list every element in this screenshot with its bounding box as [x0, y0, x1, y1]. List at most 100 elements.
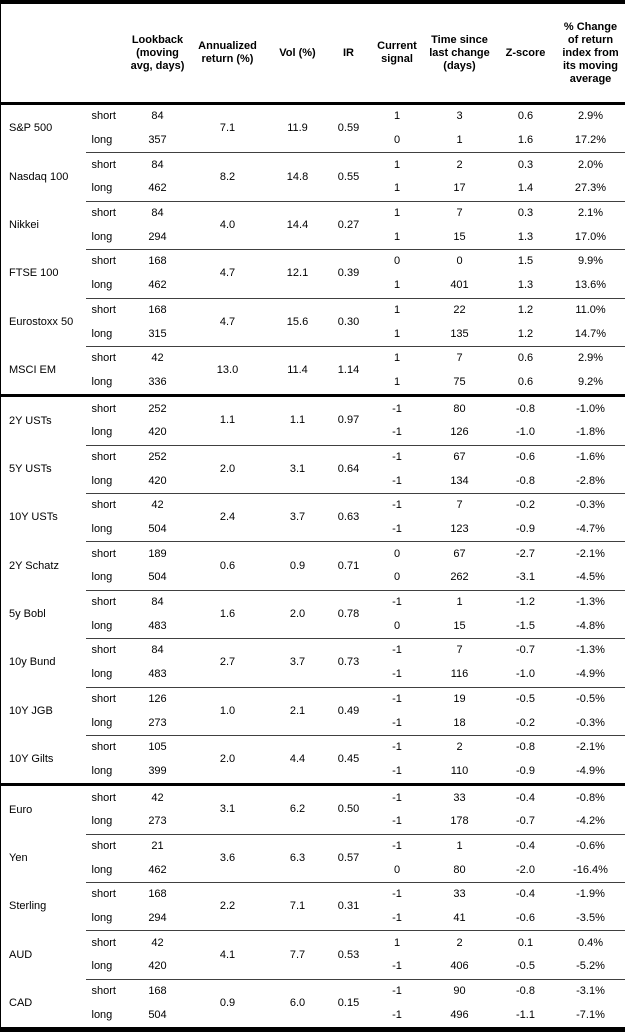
time-since-long-value: 126 [425, 421, 495, 445]
signal-short-value: 1 [370, 201, 425, 225]
lookback-long-value: 399 [128, 760, 188, 785]
time-since-long-value: 123 [425, 518, 495, 542]
leg-label-short: short [86, 687, 128, 711]
signal-long-value: -1 [370, 1003, 425, 1029]
ir-value: 0.27 [328, 201, 370, 249]
signal-long-value: 1 [370, 274, 425, 298]
signal-short-value: 1 [370, 153, 425, 177]
asset-name: Nikkei [1, 201, 86, 249]
asset-name: 2Y USTs [1, 396, 86, 445]
annualized-return-value: 3.1 [188, 785, 268, 834]
time-since-short-value: 2 [425, 931, 495, 955]
lookback-short-value: 42 [128, 785, 188, 810]
time-since-short-value: 7 [425, 639, 495, 663]
lookback-short-value: 84 [128, 590, 188, 614]
time-since-short-value: 2 [425, 153, 495, 177]
signal-short-value: -1 [370, 445, 425, 469]
pct-change-short-value: -0.3% [557, 494, 625, 518]
header-annualized-return: Annualized return (%) [188, 2, 268, 104]
pct-change-long-value: -2.8% [557, 469, 625, 493]
zscore-short-value: 0.6 [495, 346, 557, 370]
annualized-return-value: 2.0 [188, 445, 268, 493]
header-pct-change: % Change of return index from its moving… [557, 2, 625, 104]
signal-short-value: -1 [370, 883, 425, 907]
pct-change-long-value: -4.8% [557, 614, 625, 638]
pct-change-long-value: 9.2% [557, 371, 625, 396]
vol-value: 11.4 [268, 346, 328, 395]
pct-change-short-value: 9.9% [557, 250, 625, 274]
pct-change-short-value: -1.3% [557, 639, 625, 663]
asset-name: 2Y Schatz [1, 542, 86, 590]
table-row-short: 2Y USTs short 252 1.1 1.1 0.97 -1 80 -0.… [1, 396, 625, 421]
time-since-long-value: 496 [425, 1003, 495, 1029]
pct-change-long-value: -3.5% [557, 907, 625, 931]
ir-value: 0.78 [328, 590, 370, 638]
lookback-long-value: 273 [128, 711, 188, 735]
header-asset [1, 2, 86, 104]
time-since-short-value: 67 [425, 542, 495, 566]
vol-value: 6.3 [268, 834, 328, 882]
leg-label-short: short [86, 883, 128, 907]
zscore-short-value: -0.7 [495, 639, 557, 663]
zscore-long-value: -0.7 [495, 810, 557, 834]
pct-change-long-value: -7.1% [557, 1003, 625, 1029]
lookback-long-value: 483 [128, 663, 188, 687]
ir-value: 0.73 [328, 639, 370, 687]
pct-change-long-value: -1.8% [557, 421, 625, 445]
pct-change-long-value: -16.4% [557, 858, 625, 882]
leg-label-long: long [86, 274, 128, 298]
asset-name: CAD [1, 979, 86, 1029]
vol-value: 6.2 [268, 785, 328, 834]
ir-value: 0.64 [328, 445, 370, 493]
annualized-return-value: 1.1 [188, 396, 268, 445]
leg-label-short: short [86, 298, 128, 322]
time-since-long-value: 262 [425, 566, 495, 590]
signal-long-value: 0 [370, 566, 425, 590]
table-row-short: MSCI EM short 42 13.0 11.4 1.14 1 7 0.6 … [1, 346, 625, 370]
asset-name: 5y Bobl [1, 590, 86, 638]
vol-value: 7.1 [268, 883, 328, 931]
signal-short-value: 1 [370, 346, 425, 370]
signal-short-value: -1 [370, 494, 425, 518]
signal-long-value: -1 [370, 760, 425, 785]
pct-change-short-value: -1.9% [557, 883, 625, 907]
pct-change-short-value: 11.0% [557, 298, 625, 322]
leg-label-long: long [86, 469, 128, 493]
header-time-since-change: Time since last change (days) [425, 2, 495, 104]
zscore-short-value: -2.7 [495, 542, 557, 566]
zscore-long-value: 1.3 [495, 225, 557, 249]
annualized-return-value: 0.9 [188, 979, 268, 1029]
ir-value: 0.49 [328, 687, 370, 735]
asset-name: AUD [1, 931, 86, 979]
header-lookback: Lookback (moving avg, days) [128, 2, 188, 104]
ir-value: 0.63 [328, 494, 370, 542]
asset-name: 5Y USTs [1, 445, 86, 493]
lookback-short-value: 168 [128, 250, 188, 274]
leg-label-short: short [86, 104, 128, 129]
time-since-short-value: 33 [425, 785, 495, 810]
time-since-short-value: 7 [425, 346, 495, 370]
table-header: Lookback (moving avg, days) Annualized r… [1, 2, 625, 104]
leg-label-short: short [86, 494, 128, 518]
table-row-short: 10Y Gilts short 105 2.0 4.4 0.45 -1 2 -0… [1, 735, 625, 759]
pct-change-long-value: -4.7% [557, 518, 625, 542]
lookback-short-value: 252 [128, 396, 188, 421]
time-since-short-value: 1 [425, 834, 495, 858]
time-since-short-value: 1 [425, 590, 495, 614]
time-since-long-value: 406 [425, 955, 495, 979]
asset-name: S&P 500 [1, 104, 86, 153]
ir-value: 0.39 [328, 250, 370, 298]
leg-label-long: long [86, 518, 128, 542]
signal-short-value: -1 [370, 735, 425, 759]
signal-long-value: -1 [370, 810, 425, 834]
leg-label-long: long [86, 810, 128, 834]
ir-value: 0.50 [328, 785, 370, 834]
signal-short-value: 1 [370, 104, 425, 129]
table-row-short: 10Y JGB short 126 1.0 2.1 0.49 -1 19 -0.… [1, 687, 625, 711]
asset-name: 10y Bund [1, 639, 86, 687]
leg-label-short: short [86, 639, 128, 663]
lookback-long-value: 462 [128, 177, 188, 201]
vol-value: 3.7 [268, 494, 328, 542]
asset-name: Eurostoxx 50 [1, 298, 86, 346]
